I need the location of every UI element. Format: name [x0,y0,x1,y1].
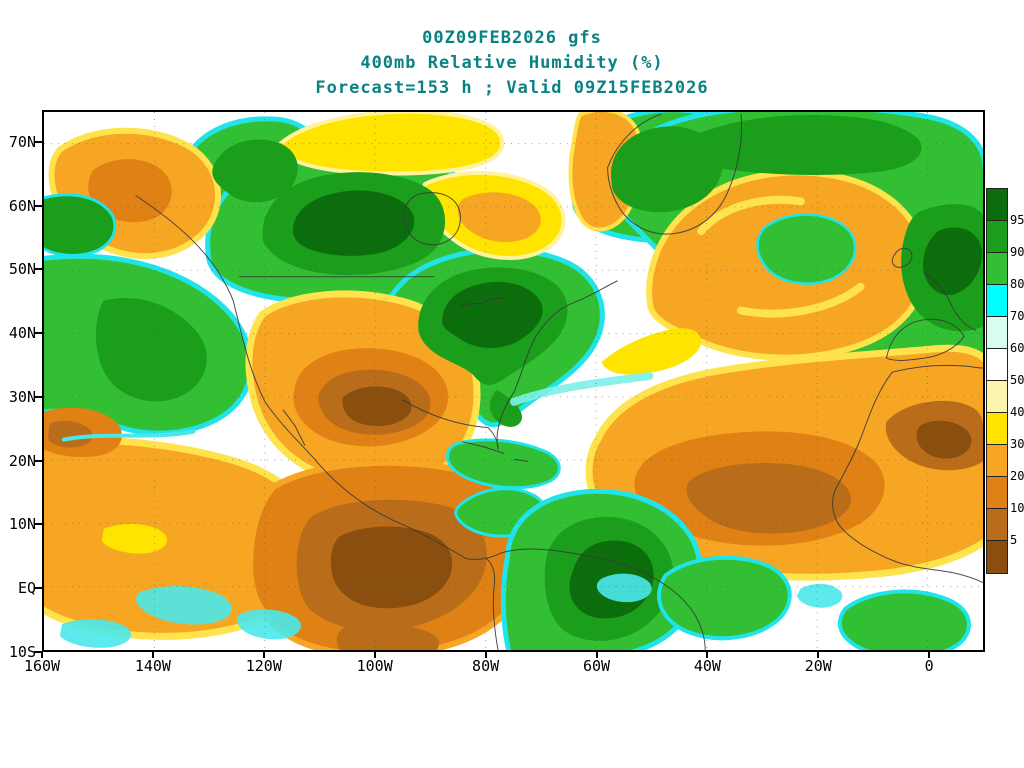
x-axis-tick [706,652,709,658]
colorbar-segment [987,189,1007,221]
rh-green-cores [44,114,983,650]
x-axis-tick [373,652,376,658]
colorbar-segment [987,349,1007,381]
y-axis-tick [34,268,42,271]
x-axis-tick [262,652,265,658]
x-axis-tick [595,652,598,658]
colorbar-label: 40 [1010,405,1024,419]
x-axis-label: 60W [582,657,611,675]
colorbar-segment [987,253,1007,285]
x-axis-tick [151,652,154,658]
colorbar [986,188,1008,574]
colorbar-segment [987,445,1007,477]
map-frame [42,110,985,652]
colorbar-label: 80 [1010,277,1024,291]
colorbar-label: 90 [1010,245,1024,259]
colorbar-segment [987,477,1007,509]
y-axis-tick [34,523,42,526]
colorbar-segment [987,381,1007,413]
colorbar-label: 50 [1010,373,1024,387]
y-axis-tick [34,650,42,653]
colorbar-label: 95 [1010,213,1024,227]
colorbar-label: 60 [1010,341,1024,355]
y-axis-tick [34,332,42,335]
colorbar-label: 30 [1010,437,1024,451]
rh-accents [44,407,843,648]
x-axis-tick [817,652,820,658]
y-axis-label: 20N [8,451,36,470]
y-axis-label: 10S [8,642,36,661]
y-axis-tick [34,204,42,207]
colorbar-label: 5 [1010,533,1018,547]
y-axis-label: 40N [8,324,36,343]
colorbar-segment [987,541,1007,573]
y-axis-label: 50N [8,260,36,279]
y-axis-tick [34,140,42,143]
colorbar-segment [987,509,1007,541]
coastlines [135,113,983,650]
y-axis-label: EQ [17,579,36,597]
colorbar-label: 20 [1010,469,1024,483]
x-axis-label: 120W [245,657,282,675]
x-axis-label: 40W [693,657,721,675]
title-block: 00Z09FEB2026 gfs 400mb Relative Humidity… [0,26,1024,101]
x-axis-tick [41,652,43,658]
y-axis-tick [34,587,42,589]
x-axis-tick [484,652,487,658]
colorbar-segment [987,221,1007,253]
x-axis-label: 20W [804,657,832,675]
colorbar-segment [987,317,1007,349]
valid-time-title: Forecast=153 h ; Valid 09Z15FEB2026 [315,78,709,98]
y-axis-label: 30N [8,387,36,406]
x-axis-label: 80W [472,657,500,675]
y-axis-tick [34,395,42,398]
y-axis-tick [34,459,42,462]
x-axis-label: 100W [356,657,393,675]
x-axis-tick [928,652,931,658]
weather-map-art [44,112,983,650]
field-title: 400mb Relative Humidity (%) [360,53,664,73]
colorbar-segment [987,285,1007,317]
y-axis-label: 60N [8,196,36,215]
x-axis-label: 0 [924,657,934,675]
model-run-title: 00Z09FEB2026 gfs [422,28,602,48]
x-axis-label: 140W [134,657,171,675]
y-axis-label: 70N [8,132,36,151]
colorbar-label: 10 [1010,501,1024,515]
y-axis-label: 10N [8,515,36,534]
colorbar-label: 70 [1010,309,1024,323]
colorbar-segment [987,413,1007,445]
x-axis-label: 160W [23,657,61,675]
